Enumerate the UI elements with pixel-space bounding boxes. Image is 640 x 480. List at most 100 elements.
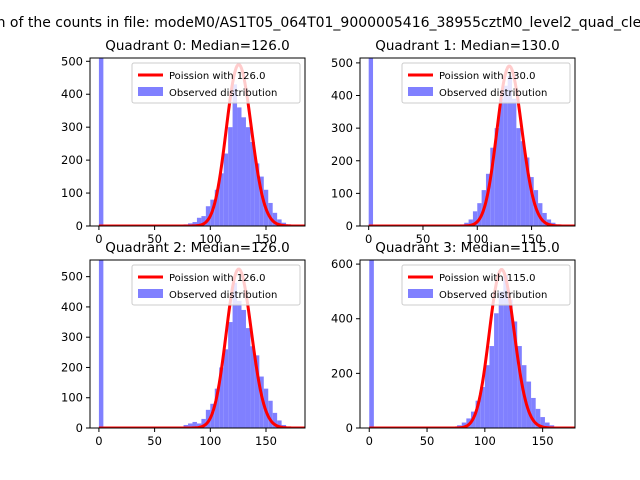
histogram-bar bbox=[214, 388, 220, 428]
legend-label-observed: Observed distribution bbox=[439, 88, 547, 99]
quadrant-panel-2: Quadrant 2: Median=126.0 0 50 100 150 0 100 200… bbox=[61, 240, 306, 448]
poisson-curve bbox=[368, 64, 575, 226]
x-tick-label: 150 bbox=[255, 434, 277, 448]
legend-label-poisson: Poission with 126.0 bbox=[169, 273, 265, 284]
legend-label-poisson: Poission with 115.0 bbox=[439, 273, 535, 284]
x-tick-label: 100 bbox=[199, 232, 221, 246]
y-tick-label: 0 bbox=[346, 421, 353, 435]
histogram-bar bbox=[475, 400, 481, 428]
histogram-bar bbox=[219, 367, 224, 428]
y-tick-label: 300 bbox=[331, 121, 353, 135]
histogram-bar bbox=[254, 355, 260, 428]
histogram-bar bbox=[526, 381, 532, 428]
histogram-bar bbox=[241, 309, 246, 428]
histogram-bar bbox=[245, 328, 251, 428]
plot-area bbox=[368, 260, 575, 428]
legend-box bbox=[401, 264, 571, 306]
histogram-bar bbox=[250, 346, 255, 428]
histogram-bar bbox=[494, 128, 499, 226]
y-tick-label: 200 bbox=[331, 154, 353, 168]
histogram-bar bbox=[228, 322, 233, 428]
histogram-bar bbox=[201, 216, 206, 226]
histogram-bar bbox=[250, 142, 255, 226]
panel-title: Quadrant 3: Median=115.0 bbox=[375, 240, 559, 256]
histogram-bar bbox=[503, 85, 508, 226]
x-tick-label: 50 bbox=[420, 434, 435, 448]
poisson-curve bbox=[98, 267, 305, 428]
histogram-bar bbox=[192, 222, 197, 226]
histogram-bar bbox=[490, 147, 495, 226]
histogram-bar bbox=[517, 346, 522, 428]
histogram-bar bbox=[498, 291, 504, 428]
axes-frame bbox=[89, 259, 306, 429]
x-tick-label: 50 bbox=[147, 434, 162, 448]
histogram-bar bbox=[272, 412, 278, 428]
y-tick-label: 200 bbox=[61, 153, 83, 167]
x-tick-label: 100 bbox=[199, 434, 221, 448]
histogram-bar bbox=[237, 300, 242, 428]
legend-patch-swatch bbox=[408, 87, 433, 96]
histogram-bar bbox=[201, 418, 206, 428]
histogram-bar bbox=[461, 422, 467, 428]
y-tick-label: 500 bbox=[61, 270, 83, 284]
histogram-bar bbox=[525, 157, 530, 226]
histogram-bar bbox=[498, 98, 504, 226]
y-tick-label: 100 bbox=[61, 186, 83, 200]
histogram-bar bbox=[254, 163, 260, 226]
panel-title: Quadrant 2: Median=126.0 bbox=[105, 240, 289, 256]
histogram-bar bbox=[188, 423, 193, 428]
x-tick-label: 100 bbox=[474, 434, 496, 448]
histogram-bar bbox=[232, 282, 238, 428]
y-tick-label: 200 bbox=[61, 360, 83, 374]
histogram-bar bbox=[507, 299, 513, 428]
x-tick-label: 150 bbox=[255, 232, 277, 246]
histogram-bar bbox=[472, 211, 478, 226]
quadrant-panel-3: Quadrant 3: Median=115.0 0 50 100 150 0 200 400… bbox=[331, 240, 576, 448]
y-tick-label: 0 bbox=[76, 421, 83, 435]
histogram-bar bbox=[205, 206, 211, 226]
y-tick-label: 600 bbox=[331, 257, 353, 271]
histogram-bar bbox=[241, 117, 246, 226]
histogram-bar bbox=[529, 177, 534, 226]
histogram-bar bbox=[485, 173, 491, 226]
histogram-bar bbox=[245, 127, 251, 226]
histogram-bar bbox=[507, 75, 513, 226]
histogram-bar bbox=[512, 321, 518, 428]
y-tick-label: 300 bbox=[61, 120, 83, 134]
x-tick-label: 0 bbox=[366, 434, 373, 448]
subplots-grid: Quadrant 0: Median=126.0 0 50 100 150 0 100 200… bbox=[61, 38, 576, 448]
legend-patch-swatch bbox=[138, 289, 163, 298]
legend-label-observed: Observed distribution bbox=[169, 88, 277, 99]
plot-area bbox=[98, 58, 305, 226]
histogram-bar bbox=[223, 153, 229, 226]
histogram-bar bbox=[268, 400, 273, 428]
histogram-bar bbox=[512, 98, 517, 226]
y-tick-label: 100 bbox=[61, 391, 83, 405]
panel-title: Quadrant 0: Median=126.0 bbox=[105, 38, 289, 54]
histogram-bar bbox=[489, 346, 495, 428]
histogram-bar bbox=[277, 420, 282, 428]
legend-patch-swatch bbox=[138, 87, 163, 96]
histogram-bar bbox=[237, 107, 242, 226]
histogram-bar bbox=[520, 141, 526, 226]
histogram-bar bbox=[494, 313, 499, 428]
legend-label-poisson: Poission with 130.0 bbox=[439, 71, 535, 82]
histogram-bar bbox=[531, 397, 536, 428]
histogram-bar bbox=[219, 173, 224, 226]
x-tick-label: 0 bbox=[95, 434, 102, 448]
legend: Poission with 126.0 Observed distribution bbox=[131, 264, 301, 306]
x-tick-label: 100 bbox=[466, 232, 488, 246]
plot-area bbox=[98, 260, 305, 428]
histogram-bar bbox=[223, 349, 229, 428]
histogram-bar bbox=[546, 219, 552, 226]
poisson-curve bbox=[98, 63, 305, 226]
legend-box bbox=[401, 62, 571, 104]
histogram-bar bbox=[477, 203, 482, 226]
histogram-bar bbox=[484, 365, 490, 428]
legend: Poission with 126.0 Observed distribution bbox=[131, 62, 301, 104]
histogram-bar bbox=[544, 422, 550, 428]
histogram-bar bbox=[542, 212, 547, 226]
histogram-bar bbox=[277, 219, 282, 226]
histogram-bar bbox=[516, 128, 521, 226]
